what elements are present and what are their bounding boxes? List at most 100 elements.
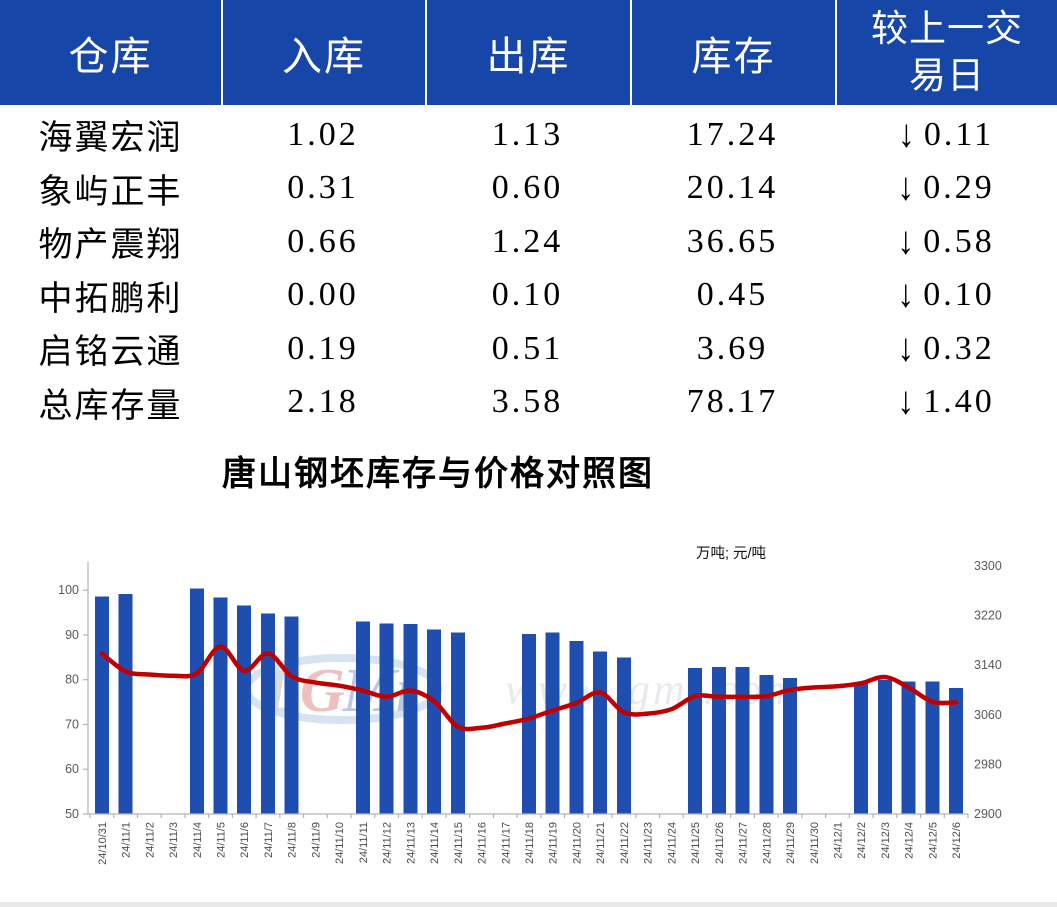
axis-units-label: 万吨; 元/吨 — [695, 546, 767, 562]
svg-text:100: 100 — [58, 583, 79, 597]
col-header-change-label: 较上一交易日 — [871, 8, 1023, 97]
table-row: 物产震翔 0.66 1.24 36.65 ↓ 0.58 — [0, 215, 1057, 269]
svg-text:70: 70 — [65, 717, 79, 731]
svg-text:3060: 3060 — [974, 708, 1002, 722]
inventory-bar — [189, 588, 204, 814]
down-arrow-icon: ↓ — [897, 273, 918, 316]
table-row: 中拓鹏利 0.00 0.10 0.45 ↓ 0.10 — [0, 269, 1057, 323]
inventory-bar — [450, 632, 465, 814]
svg-text:24/11/2: 24/11/2 — [144, 822, 156, 858]
price-line — [99, 644, 959, 732]
inventory-bar — [925, 681, 940, 814]
svg-text:24/11/25: 24/11/25 — [690, 822, 702, 864]
col-header-outbound: 出库 — [425, 0, 630, 105]
inventory-bar — [688, 668, 703, 814]
svg-text:24/12/3: 24/12/3 — [880, 822, 892, 859]
change-number: 1.40 — [923, 383, 995, 421]
col-header-warehouse: 仓库 — [0, 0, 221, 105]
warehouse-name: 中拓鹏利 — [38, 280, 183, 318]
svg-text:24/11/18: 24/11/18 — [524, 822, 536, 864]
x-axis-labels: 24/10/31 24/11/1 24/11/2 24/11/3 24/11/4 24/1… — [97, 822, 963, 865]
outbound-value: 0.60 — [491, 169, 564, 207]
svg-text:60: 60 — [65, 762, 79, 776]
svg-text:24/11/21: 24/11/21 — [595, 822, 607, 864]
inventory-bar — [118, 594, 133, 814]
svg-text:24/12/4: 24/12/4 — [904, 822, 916, 859]
svg-text:24/11/15: 24/11/15 — [453, 822, 465, 864]
svg-text:80: 80 — [65, 673, 79, 687]
change-number: 0.29 — [923, 169, 995, 207]
inventory-bar — [213, 597, 228, 814]
warehouse-name: 海翼宏润 — [38, 120, 183, 158]
down-arrow-icon: ↓ — [897, 380, 918, 423]
warehouse-name: 象屿正丰 — [38, 173, 183, 211]
svg-text:24/11/16: 24/11/16 — [477, 822, 489, 864]
inventory-bar — [569, 641, 584, 814]
inventory-bar — [379, 623, 394, 814]
col-header-stock: 库存 — [630, 0, 835, 105]
change-number: 0.32 — [923, 329, 995, 367]
change-number: 0.11 — [923, 115, 995, 153]
table-row: 总库存量 2.18 3.58 78.17 ↓ 1.40 — [0, 376, 1057, 430]
svg-text:24/11/8: 24/11/8 — [287, 822, 299, 858]
change-number: 0.10 — [923, 276, 995, 314]
inventory-bar — [284, 616, 299, 814]
table-row: 海翼宏润 1.02 1.13 17.24 ↓ 0.11 — [0, 108, 1057, 162]
svg-text:24/11/1: 24/11/1 — [121, 822, 133, 858]
svg-text:24/11/7: 24/11/7 — [263, 822, 275, 858]
inventory-bar — [427, 629, 442, 814]
col-header-change: 较上一交易日 — [835, 0, 1057, 105]
svg-text:24/11/17: 24/11/17 — [500, 822, 512, 864]
inventory-bar — [545, 632, 560, 814]
inventory-bar — [522, 634, 536, 814]
inventory-bar — [783, 677, 798, 814]
inventory-bar — [403, 624, 418, 814]
inventory-bar — [949, 687, 964, 814]
inventory-bar — [854, 682, 869, 814]
inventory-bars — [94, 588, 964, 814]
svg-text:24/11/9: 24/11/9 — [310, 822, 322, 858]
svg-text:24/12/1: 24/12/1 — [832, 822, 844, 859]
table-row: 象屿正丰 0.31 0.60 20.14 ↓ 0.29 — [0, 162, 1057, 216]
stock-value: 0.45 — [696, 276, 769, 314]
svg-text:24/11/14: 24/11/14 — [429, 822, 441, 864]
inventory-bar — [593, 651, 608, 814]
outbound-value: 1.13 — [491, 115, 564, 153]
stock-value: 3.69 — [696, 329, 769, 367]
stock-value: 78.17 — [686, 383, 779, 421]
stock-value: 36.65 — [686, 222, 779, 260]
inbound-value: 0.00 — [287, 276, 359, 314]
svg-text:24/12/5: 24/12/5 — [927, 822, 939, 859]
inventory-bar — [237, 605, 252, 814]
svg-text:24/11/22: 24/11/22 — [619, 822, 631, 864]
warehouse-table-header: 仓库 入库 出库 库存 较上一交易日 — [0, 0, 1057, 105]
svg-text:2980: 2980 — [974, 757, 1002, 771]
svg-text:24/11/3: 24/11/3 — [168, 822, 180, 858]
warehouse-name: 物产震翔 — [38, 227, 183, 265]
outbound-value: 3.58 — [491, 383, 564, 421]
warehouse-table-body: 海翼宏润 1.02 1.13 17.24 ↓ 0.11 象屿正丰 0.31 0.… — [0, 108, 1057, 429]
inbound-value: 2.18 — [287, 383, 359, 421]
col-header-inbound: 入库 — [221, 0, 425, 105]
window-bottom-edge — [0, 902, 1057, 907]
inbound-value: 0.66 — [287, 222, 359, 260]
svg-text:24/11/4: 24/11/4 — [192, 822, 204, 858]
down-arrow-icon: ↓ — [897, 326, 918, 370]
change-value: ↓ 0.10 — [835, 269, 1057, 323]
svg-text:24/10/31: 24/10/31 — [97, 822, 109, 865]
svg-text:24/11/11: 24/11/11 — [358, 822, 370, 863]
svg-text:24/11/28: 24/11/28 — [761, 822, 773, 864]
svg-text:3300: 3300 — [974, 559, 1002, 573]
outbound-value: 0.10 — [491, 276, 564, 314]
svg-text:24/11/30: 24/11/30 — [809, 822, 821, 864]
inventory-price-chart: LGMiwww.lgmi.com506070809010029002980306… — [58, 559, 1002, 865]
svg-text:24/11/5: 24/11/5 — [216, 822, 228, 858]
outbound-value: 1.24 — [491, 222, 564, 260]
svg-text:24/11/23: 24/11/23 — [643, 822, 655, 864]
inbound-value: 0.31 — [287, 169, 359, 207]
change-value: ↓ 0.11 — [835, 108, 1057, 162]
svg-text:24/11/20: 24/11/20 — [571, 822, 583, 864]
svg-text:3220: 3220 — [974, 609, 1002, 623]
svg-text:3140: 3140 — [974, 658, 1002, 672]
